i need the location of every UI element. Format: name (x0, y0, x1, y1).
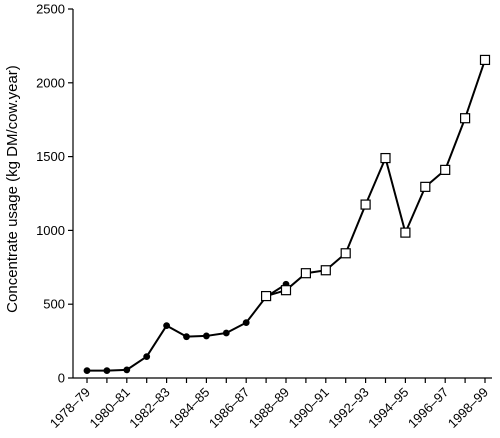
data-point-square (380, 152, 391, 164)
y-tick-label: 500 (43, 297, 65, 312)
series-line-2 (265, 59, 486, 298)
x-tick-label: 1980–81 (87, 385, 133, 431)
y-tick-label: 1000 (36, 223, 65, 238)
x-tick-label: 1986–87 (206, 385, 252, 431)
data-point-circle (123, 366, 131, 374)
data-point-circle (163, 322, 171, 330)
series-line-1 (87, 283, 287, 372)
data-point-circle (183, 333, 190, 341)
data-point-circle (103, 367, 111, 375)
y-axis-title: Concentrate usage (kg DM/cow.year) (4, 65, 21, 313)
y-tick-label: 0 (58, 371, 65, 386)
y-tick-label: 1500 (36, 149, 65, 164)
data-point-square (400, 227, 411, 238)
x-tick-label: 1984–85 (166, 385, 212, 431)
y-tick-label: 2500 (36, 2, 65, 17)
data-point-circle (242, 319, 250, 327)
data-point-square (460, 113, 471, 124)
data-point-square (440, 164, 451, 175)
data-point-square (300, 268, 311, 279)
y-tick-label: 2000 (36, 75, 65, 90)
x-tick-label: 1996–97 (405, 385, 451, 431)
x-tick-label: 1990–91 (286, 385, 332, 431)
x-tick-label: 1992–93 (325, 385, 371, 431)
y-axis: 0 500 1000 1500 2000 2500 (36, 2, 74, 386)
data-point-circle (83, 367, 91, 375)
x-tick-label: 1978–79 (47, 385, 93, 431)
data-point-square (360, 199, 371, 210)
x-axis: 1978–791980–811982–831984–851986–871988–… (47, 377, 492, 431)
data-point-circle (203, 332, 210, 340)
series-layer (83, 54, 491, 375)
x-tick-label: 1998–99 (445, 385, 491, 431)
data-point-square (261, 290, 272, 302)
data-point-square (320, 265, 331, 276)
data-point-square (479, 54, 491, 66)
data-point-square (280, 285, 292, 296)
data-point-circle (222, 329, 230, 337)
data-point-circle (143, 353, 151, 360)
data-point-square (420, 181, 431, 192)
x-tick-label: 1982–83 (126, 385, 172, 431)
data-point-square (340, 248, 351, 259)
x-tick-label: 1988–89 (246, 385, 292, 431)
x-tick-label: 1994–95 (365, 385, 411, 431)
